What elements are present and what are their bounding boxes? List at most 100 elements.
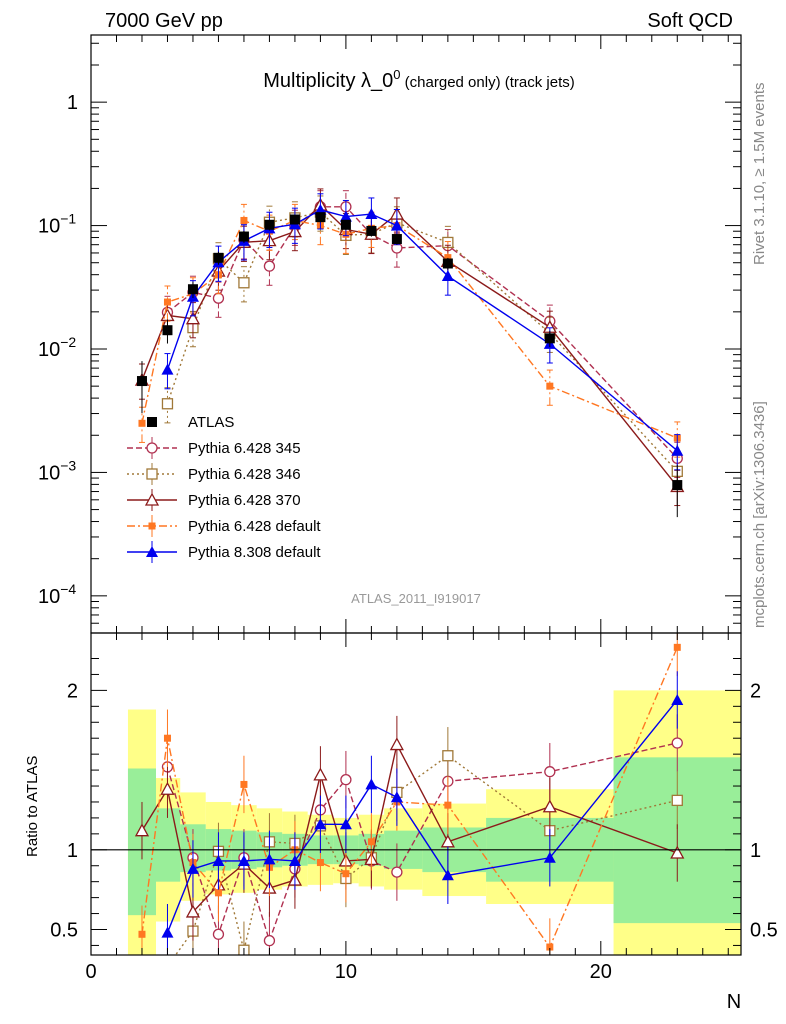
series-2 [134,188,685,507]
x-tick-label: 0 [85,961,96,983]
atlas-point [289,214,300,225]
y-tick-label: 10−2 [38,334,76,361]
ratio-ylabel: Ratio to ATLAS [24,756,41,857]
data-point [161,363,174,375]
atlas-point [136,376,147,387]
legend-marker [146,442,158,454]
ratio-point [340,774,352,786]
data-point [163,298,171,306]
data-point [238,277,250,289]
data-point [185,311,201,325]
axes: 0 10 20 1 10−1 10−2 10−3 10−4 0.5 0.5 1 1 2 2 [38,34,778,983]
ratio-point [391,866,403,878]
data-point [161,398,174,410]
legend-item-5: Pythia 8.308 default [127,541,321,563]
ratio-point [441,869,454,881]
atlas-point [544,333,555,344]
ratio-point [134,823,150,837]
ratio-point [263,853,276,865]
header-left: 7000 GeV pp [105,10,223,32]
ratio-plot-series [91,633,741,971]
ratio-point [288,854,301,866]
ratio-y-tick-label: 2 [67,680,78,702]
ratio-y-tick-label-right: 2 [750,680,761,702]
source-label: mcplots.cern.ch [arXiv:1306.3436] [751,401,768,628]
ratio-point [442,750,454,762]
data-point [365,208,378,220]
legend-marker [148,522,156,530]
y-tick-label: 10−3 [38,457,76,484]
title-suffix: (charged only) (track jets) [401,74,575,91]
ratio-y-tick-label: 1 [67,840,78,862]
ratio-point [212,854,225,866]
ratio-point [546,943,554,951]
title-main: Multiplicity λ_0 [263,70,393,92]
legend-marker [146,468,158,480]
atlas-point [315,212,326,223]
ratio-point [314,818,327,830]
atlas-series [136,212,683,518]
ratio-line [141,742,678,914]
ratio-point [339,818,352,830]
data-point [441,270,454,282]
legend-label: Pythia 6.428 default [188,518,321,535]
ratio-point [365,778,378,790]
main-plot-series [134,188,685,518]
atlas-point [213,252,224,263]
data-point [671,444,684,456]
y-tick-label: 10−4 [38,581,76,608]
rivet-label: Rivet 3.1.10, ≥ 1.5M events [751,83,768,266]
x-tick-label: 10 [335,961,357,983]
legend-label: ATLAS [188,414,234,431]
ratio-point [544,766,556,778]
y-tick-label: 1 [67,92,78,114]
legend-label: Pythia 8.308 default [188,544,321,561]
data-point [546,382,554,390]
ratio-point [671,737,683,749]
atlas-point [672,480,683,491]
legend-marker [147,417,157,427]
ratio-y-tick-label: 0.5 [50,919,78,941]
ratio-point [160,781,175,795]
legend-marker [146,546,158,557]
ratio-point [162,961,172,971]
band-inner-segment [156,808,181,882]
legend-item-3: Pythia 6.428 370 [127,489,301,511]
x-axis-label: N [727,991,741,1013]
atlas-point [162,325,173,336]
ratio-point [263,935,276,947]
data-point [390,219,403,231]
atlas-point [187,284,198,295]
ratio-point [163,734,171,742]
atlas-point [442,258,453,269]
ratio-point [185,904,201,918]
ratio-point [444,801,452,809]
ratio-frame [90,632,742,956]
y-tick-label: 10−1 [38,211,76,238]
title-superscript: 0 [393,67,400,82]
atlas-point [391,234,402,245]
legend-item-4: Pythia 6.428 default [127,515,321,537]
ratio-point [161,926,174,938]
ratio-point [316,859,324,867]
ratio-y-tick-label-right: 1 [750,840,761,862]
data-point [444,254,452,262]
header-right: Soft QCD [647,10,733,32]
legend-label: Pythia 6.428 345 [188,440,301,457]
ratio-point [138,930,146,938]
ratio-uncertainty-bands [127,690,741,955]
legend-label: Pythia 6.428 370 [188,492,301,509]
ratio-point [342,870,350,878]
data-point [138,419,146,427]
atlas-point [264,219,275,230]
ratio-point [673,643,681,651]
data-point [212,292,225,304]
ratio-y-tick-label-right: 0.5 [750,919,778,941]
ratio-point [186,862,199,874]
data-point [314,203,327,215]
analysis-watermark: ATLAS_2011_I919017 [351,591,481,606]
ratio-point [313,767,328,781]
legend-item-2: Pythia 6.428 346 [127,463,301,485]
chart-title: Multiplicity λ_00 (charged only) (track … [263,67,575,92]
